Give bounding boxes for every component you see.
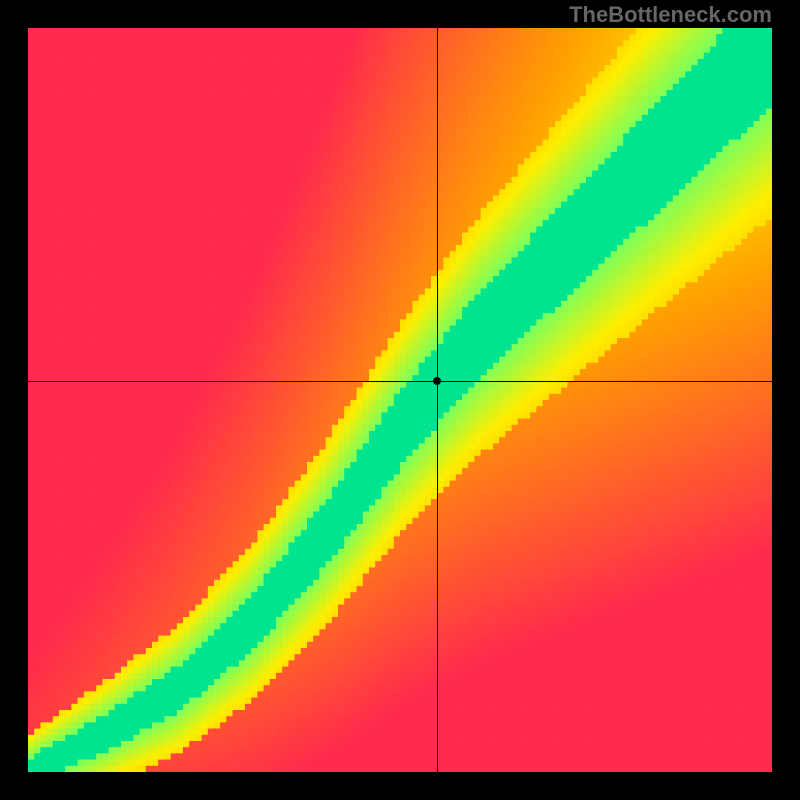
heatmap-plot (28, 28, 772, 772)
crosshair-horizontal (28, 381, 772, 382)
crosshair-marker (433, 377, 441, 385)
crosshair-vertical (437, 28, 438, 772)
chart-container: TheBottleneck.com (0, 0, 800, 800)
heatmap-canvas (28, 28, 772, 772)
watermark-text: TheBottleneck.com (569, 2, 772, 28)
